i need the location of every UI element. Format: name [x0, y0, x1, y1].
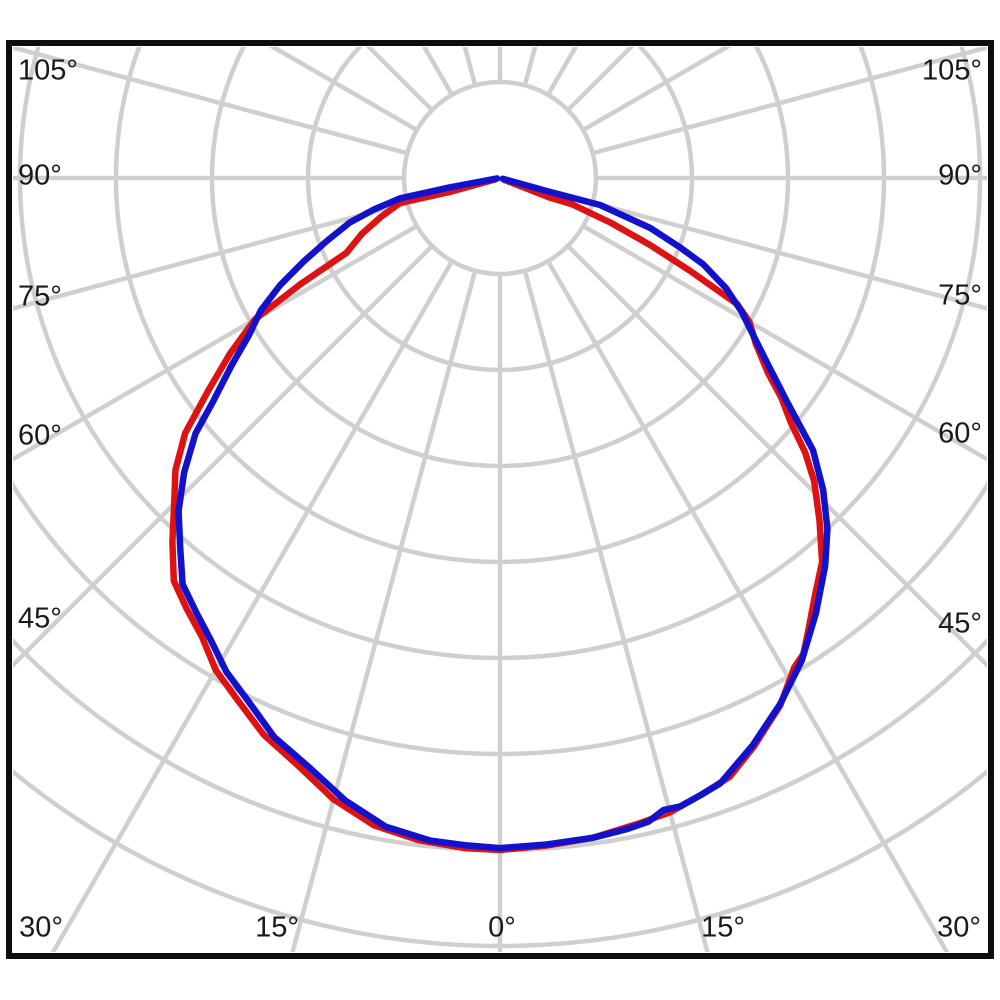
ray-line-45deg	[566, 244, 987, 669]
angle-labels: 105° 90° 75° 60° 45° 105° 90° 75° 60° 45° 30° 15° 0°…	[18, 55, 982, 944]
angle-label-right-75°: 75°	[938, 280, 982, 312]
ray-line-345deg	[290, 270, 478, 952]
angle-label-right-45°: 45°	[938, 608, 982, 640]
angle-label-left-75°: 75°	[18, 281, 62, 313]
ray-line-330deg	[50, 260, 454, 952]
curve-red	[169, 176, 826, 854]
angle-label-bottom-30°: 30°	[937, 912, 981, 944]
ray-line-105deg	[592, 47, 987, 156]
angle-label-right-60°: 60°	[938, 418, 982, 450]
ray-line-255deg	[13, 47, 408, 156]
angle-label-right-105°: 105°	[922, 55, 982, 87]
angle-label-left-60°: 60°	[18, 420, 62, 452]
angle-label-left-105°: 105°	[18, 55, 78, 87]
ray-line-315deg	[13, 244, 434, 669]
curve-blue	[175, 175, 831, 852]
angle-label-right-90°: 90°	[938, 160, 982, 192]
angle-label-left-45°: 45°	[18, 603, 62, 635]
intensity-curves	[169, 175, 831, 854]
ray-line-75deg	[592, 200, 987, 311]
angle-label-bottom-15°: 15°	[255, 912, 299, 944]
ray-line-30deg	[546, 260, 950, 952]
ray-line-285deg	[13, 200, 408, 311]
angle-label-bottom-0°: 0°	[488, 912, 516, 944]
ray-line-15deg	[522, 270, 710, 952]
angle-label-bottom-30°: 30°	[19, 912, 63, 944]
diagram-frame	[6, 40, 994, 959]
angle-label-bottom-15°: 15°	[701, 912, 745, 944]
angle-label-left-90°: 90°	[18, 160, 62, 192]
